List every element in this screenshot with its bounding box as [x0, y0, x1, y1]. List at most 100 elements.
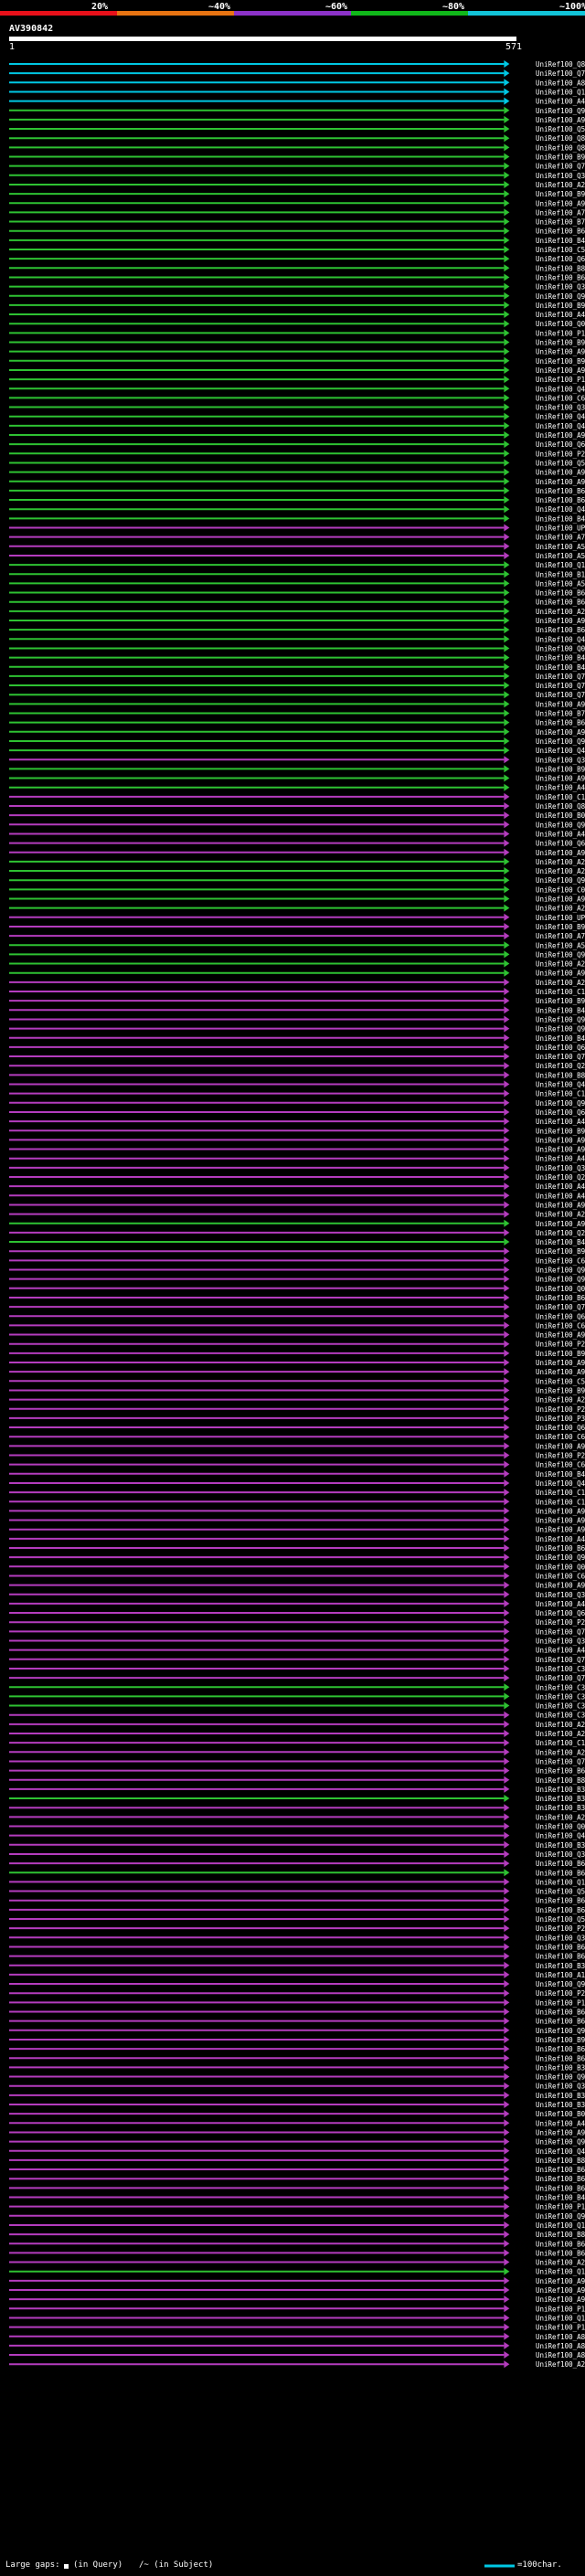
hit-label: UniRef100_A9TJ06 [536, 617, 585, 625]
hit-arrow [504, 718, 510, 726]
hit-arrow [504, 134, 510, 143]
hit-label: UniRef100_UP1000... [536, 525, 585, 533]
hit-label: UniRef100_A2SY18 [536, 960, 585, 969]
hit-label: UniRef100_B6TFT2 [536, 626, 585, 634]
hit-label: UniRef100_P13869 [536, 329, 585, 337]
hit-arrow [504, 588, 510, 597]
hit-arrow [504, 1618, 510, 1627]
hit-arrow [504, 2276, 510, 2284]
hit-label: UniRef100_B6RLX2 [536, 589, 585, 598]
hit-label: UniRef100_B8B7R8 [536, 2157, 585, 2165]
hit-label: UniRef100_A9PGU8 [536, 348, 585, 356]
identity-scale-segment [234, 11, 351, 16]
hit-label: UniRef100_B9SE27 [536, 1127, 585, 1135]
hit-label: UniRef100_A9RQ82 [536, 1136, 585, 1144]
hit-label: UniRef100_Q6C7Q1 [536, 255, 585, 263]
hit-arrow [504, 1674, 510, 1682]
hit-arrow [504, 653, 510, 662]
hit-arrow [504, 1219, 510, 1227]
hit-arrow [504, 663, 510, 671]
hit-label: UniRef100_P27821 [536, 450, 585, 458]
hit-arrow [504, 255, 510, 263]
hit-label: UniRef100_P36494 [536, 1415, 585, 1423]
hit-arrow [504, 2240, 510, 2248]
hit-arrow [504, 607, 510, 615]
hit-arrow [504, 1980, 510, 1988]
hit-label: UniRef100_B6S2R1 [536, 599, 585, 607]
hit-label: UniRef100_C3UVT1 [536, 1665, 585, 1673]
hit-label: UniRef100_Q49812 [536, 2147, 585, 2156]
hit-label: UniRef100_C3UVN0 [536, 1683, 585, 1691]
hit-arrow [504, 691, 510, 699]
hit-label: UniRef100_B6DZ30 [536, 2175, 585, 2183]
hit-label: UniRef100_Q6JL95 [536, 440, 585, 449]
hit-arrow [504, 1489, 510, 1497]
hit-arrow [504, 2008, 510, 2016]
hit-label: UniRef100_A2SY43 [536, 2259, 585, 2267]
hit-label: UniRef100_B0LOV2 [536, 2110, 585, 2118]
hit-arrow [504, 394, 510, 402]
hit-label: UniRef100_Q3B9U4 [536, 1934, 585, 1942]
hit-arrow [504, 1359, 510, 1366]
hit-label: UniRef100_Q9SYH7 [536, 1099, 585, 1108]
hit-label: UniRef100_Q71RG5 [536, 673, 585, 681]
hit-arrow [504, 1878, 510, 1886]
hit-arrow [504, 1701, 510, 1710]
hit-arrow [504, 292, 510, 300]
identity-scale-segment [351, 11, 468, 16]
hit-arrow [504, 1386, 510, 1394]
hit-arrow [504, 1869, 510, 1877]
hit-arrow [504, 1730, 510, 1737]
hit-label: UniRef100_Q1H0L9 [536, 561, 585, 569]
hit-label: UniRef100_C1N986 [536, 1489, 585, 1497]
hit-label: UniRef100_C5YH63 [536, 1377, 585, 1385]
hit-arrow [504, 1238, 510, 1246]
hit-arrow [504, 895, 510, 903]
hit-label: UniRef100_Q75VY8 [536, 1053, 585, 1061]
hit-label: UniRef100_A2SY16 [536, 905, 585, 913]
hit-label: UniRef100_C5XSU5 [536, 246, 585, 254]
hit-arrow [504, 533, 510, 541]
hit-arrow [504, 1451, 510, 1459]
hit-label: UniRef100_P27522 [536, 1341, 585, 1349]
hit-label: UniRef100_Q4V252 [536, 385, 585, 393]
hit-arrow [504, 2351, 510, 2359]
legend-in-subject: /~ (in Subject) [139, 2560, 214, 2570]
hit-arrow [504, 941, 510, 949]
hit-arrow [504, 2110, 510, 2118]
hit-arrow [504, 1479, 510, 1487]
hit-label: UniRef100_Q2NB93 [536, 1173, 585, 1182]
hit-arrow [504, 1303, 510, 1311]
hit-arrow [504, 329, 510, 337]
hit-label: UniRef100_Q41642 [536, 413, 585, 421]
hit-label: UniRef100_C1KK04 [536, 1739, 585, 1747]
hit-label: UniRef100_P14279 [536, 1998, 585, 2007]
hit-label: UniRef100_C6TKB2 [536, 394, 585, 402]
hit-arrow [504, 1887, 510, 1895]
hit-label: UniRef100_A2SY42 [536, 1813, 585, 1821]
hit-arrow [504, 1173, 510, 1181]
hit-label: UniRef100_Q1HH33 [536, 2268, 585, 2276]
hit-label: UniRef100_B4YYB1 [536, 1238, 585, 1246]
hit-label: UniRef100_A9TVX2 [536, 469, 585, 477]
hit-label: UniRef100_B6DZ18 [536, 1860, 585, 1868]
hit-label: UniRef100_B8LCE6 [536, 1776, 585, 1785]
hit-label: UniRef100_A7PDT5 [536, 932, 585, 940]
hit-arrow [504, 682, 510, 690]
hit-label: UniRef100_A9TBD5 [536, 1582, 585, 1590]
hit-label: UniRef100_B7FJY9 [536, 710, 585, 718]
hit-arrow [504, 1766, 510, 1775]
hit-label: UniRef100_A9N2R0 [536, 1368, 585, 1376]
hit-label: UniRef100_Q3EDH8 [536, 283, 585, 292]
hit-label: UniRef100_Q0RU80 [536, 1823, 585, 1831]
hit-arrow [504, 106, 510, 114]
hit-arrow [504, 153, 510, 161]
hit-label: UniRef100_B6DZ11 [536, 1897, 585, 1905]
hit-label: UniRef100_B4FVX0 [536, 663, 585, 672]
hit-label: UniRef100_P22525 [536, 1618, 585, 1627]
hit-label: UniRef100_A4QPM5 [536, 1600, 585, 1608]
hit-label: UniRef100_B6S237 [536, 228, 585, 236]
hit-arrow [504, 932, 510, 940]
hit-label: UniRef100_B9MT12 [536, 923, 585, 931]
hit-label: UniRef100_A2SY40 [536, 181, 585, 189]
